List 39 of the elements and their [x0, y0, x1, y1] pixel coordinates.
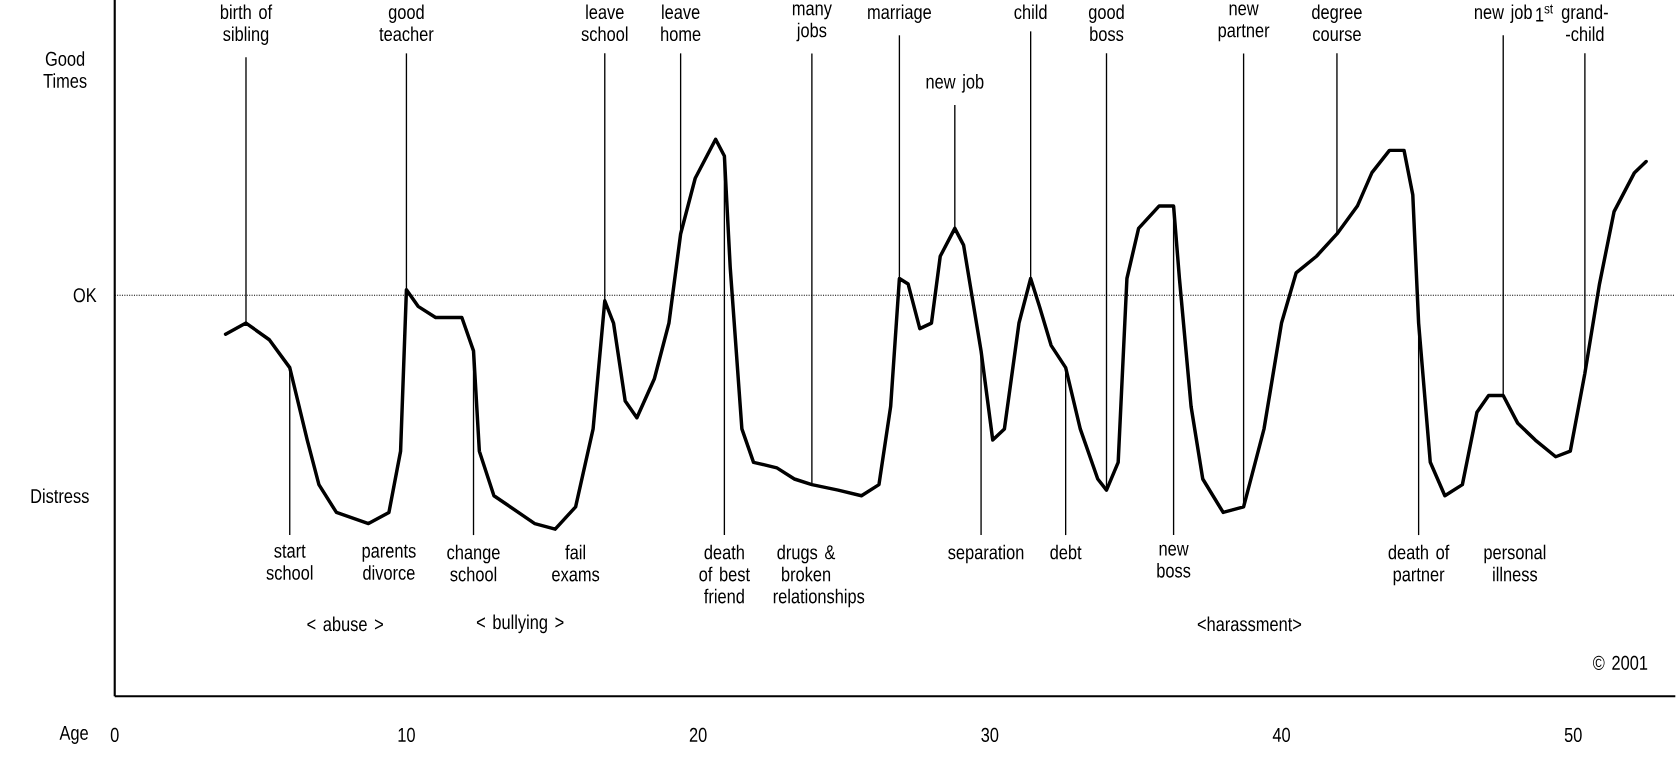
annotation: birth of sibling — [220, 4, 273, 46]
x-tick-label: 40 — [1272, 728, 1290, 743]
x-axis-title: Age — [59, 726, 88, 745]
annotation: leave school — [581, 4, 628, 42]
x-tick-label: 30 — [981, 728, 999, 743]
annotation: <harassment> — [1197, 616, 1302, 632]
annotation: start school — [266, 544, 313, 580]
text: Distress — [31, 488, 89, 504]
annotation: degree course — [1312, 4, 1362, 42]
annotation: drugs & broken relationships — [773, 544, 865, 608]
x-tick-label: 10 — [398, 728, 415, 743]
annotation: death of best friend — [699, 544, 750, 604]
annotation: new partner — [1218, 4, 1270, 42]
text: $\text{1}^{\text{st}}$ — [1536, 4, 1553, 22]
x-tick-label: 0 — [110, 728, 119, 743]
annotation: change school — [447, 544, 500, 582]
annotation: separation — [948, 544, 1024, 564]
annotation: grand- -child — [1561, 4, 1608, 42]
x-tick-label: 50 — [1564, 728, 1582, 743]
text: Good Times — [43, 51, 87, 89]
annotation: many jobs — [792, 4, 832, 42]
annotation: leave home — [661, 4, 701, 42]
annotation: personal illness — [1484, 544, 1546, 582]
annotation: < abuse > — [307, 616, 383, 632]
annotation: parents divorce — [362, 544, 416, 580]
annotation: good boss — [1088, 4, 1124, 42]
annotation: © 2001 — [1592, 655, 1648, 671]
ref-line-label: OK — [73, 288, 97, 303]
annotation: fail exams — [552, 544, 600, 582]
annotation: debt — [1050, 544, 1082, 560]
annotation: child — [1014, 4, 1047, 20]
annotation: marriage — [868, 4, 932, 24]
annotation: new boss — [1157, 544, 1191, 578]
annotation: death of partner — [1388, 544, 1450, 586]
annotation: < bullying > — [476, 614, 564, 634]
annotation: new job — [1474, 4, 1532, 24]
annotation: good teacher — [379, 4, 434, 42]
annotation: new job — [926, 74, 984, 93]
x-tick-label: 20 — [689, 728, 707, 743]
